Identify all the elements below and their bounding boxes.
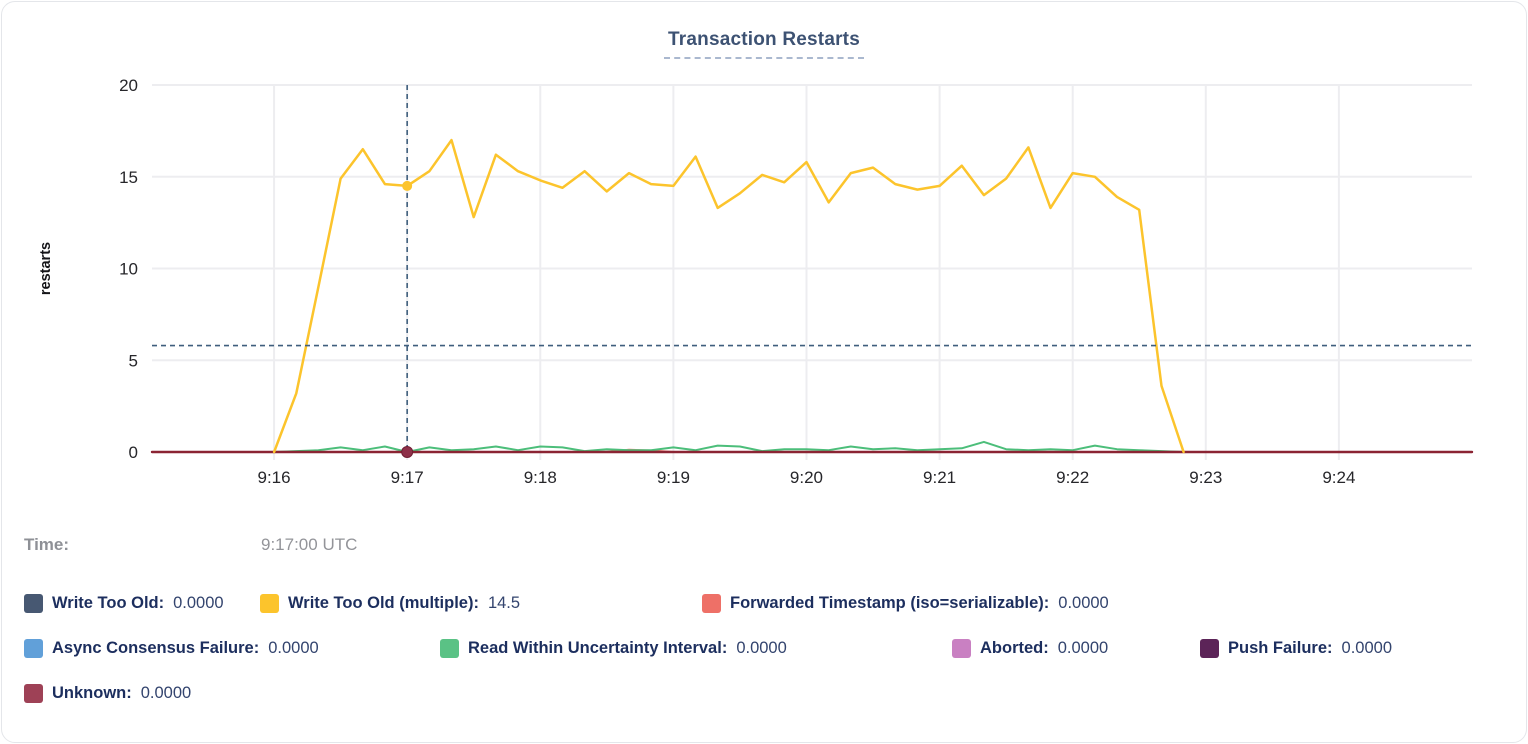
legend-value: 0.0000 xyxy=(1058,593,1109,612)
time-value: 9:17:00 UTC xyxy=(261,535,358,554)
legend-label: Write Too Old: xyxy=(52,593,165,612)
legend-label: Forwarded Timestamp (iso=serializable): xyxy=(730,593,1050,612)
legend-value: 14.5 xyxy=(487,593,521,612)
x-tick-label: 9:19 xyxy=(657,468,690,487)
legend-item-aborted: Aborted: 0.0000 xyxy=(952,637,1108,659)
x-tick-label: 9:24 xyxy=(1322,468,1355,487)
legend-value: 0.0000 xyxy=(1057,638,1109,657)
legend-value: 0.0000 xyxy=(140,683,192,702)
legend-swatch-read-within-uncertainty-interval xyxy=(440,638,459,658)
legend-item-unknown: Unknown: 0.0000 xyxy=(24,682,191,704)
legend-item-forwarded-timestamp: Forwarded Timestamp (iso=serializable): … xyxy=(702,592,1109,614)
legend-item-read-within-uncertainty-interval: Read Within Uncertainty Interval: 0.0000 xyxy=(440,637,787,659)
legend-item-write-too-old-multiple: Write Too Old (multiple): 14.5 xyxy=(260,592,520,614)
x-tick-label: 9:22 xyxy=(1056,468,1089,487)
legend-item-write-too-old: Write Too Old: 0.0000 xyxy=(24,592,224,614)
x-tick-label: 9:18 xyxy=(524,468,557,487)
legend-value: 0.0000 xyxy=(268,638,319,657)
x-tick-label: 9:21 xyxy=(923,468,956,487)
y-tick-label: 0 xyxy=(129,443,138,462)
chart-title-text[interactable]: Transaction Restarts xyxy=(664,29,864,59)
legend-row-3: Unknown: 0.0000 xyxy=(2,682,1526,706)
transaction-restarts-chart[interactable]: 0 5 10 15 20 9:16 9:17 9:18 9:19 9:20 9:21 9:22 9:23… xyxy=(2,2,1527,522)
y-axis-label: restarts xyxy=(38,242,54,295)
legend-label: Write Too Old (multiple): xyxy=(288,593,479,612)
y-tick-label: 5 xyxy=(129,351,138,370)
legend-swatch-push-failure xyxy=(1200,638,1219,658)
legend-row-2: Async Consensus Failure: 0.0000 Read Wit… xyxy=(2,637,1526,661)
legend-item-async-consensus-failure: Async Consensus Failure: 0.0000 xyxy=(24,637,319,659)
legend-swatch-unknown xyxy=(24,683,43,703)
legend-value: 0.0000 xyxy=(173,593,224,612)
hover-dot-write-too-old-multiple- xyxy=(402,180,413,191)
legend-label: Read Within Uncertainty Interval: xyxy=(468,638,728,657)
series-line-read-within-uncertainty-interval xyxy=(273,440,1185,453)
legend-value: 0.0000 xyxy=(1341,638,1392,657)
series-line-write-too-old-multiple xyxy=(272,138,1185,454)
hover-time-row: Time: 9:17:00 UTC xyxy=(2,535,1526,559)
time-label: Time: xyxy=(24,535,70,554)
x-tick-label: 9:16 xyxy=(258,468,291,487)
legend-swatch-forwarded-timestamp xyxy=(702,593,721,613)
x-tick-label: 9:20 xyxy=(790,468,823,487)
legend-swatch-write-too-old-multiple xyxy=(260,593,279,613)
legend-label: Aborted: xyxy=(980,638,1049,657)
y-tick-label: 20 xyxy=(119,76,138,95)
legend-swatch-async-consensus-failure xyxy=(24,638,43,658)
legend-item-push-failure: Push Failure: 0.0000 xyxy=(1200,637,1392,659)
y-tick-label: 15 xyxy=(119,168,138,187)
hover-dot-unknown xyxy=(401,446,414,458)
legend-row-1: Write Too Old: 0.0000 Write Too Old (mul… xyxy=(2,592,1526,616)
chart-title: Transaction Restarts xyxy=(2,29,1526,59)
legend-swatch-write-too-old xyxy=(24,593,43,613)
x-tick-label: 9:23 xyxy=(1189,468,1222,487)
y-tick-label: 10 xyxy=(119,260,138,279)
x-tick-label: 9:17 xyxy=(391,468,424,487)
legend-label: Async Consensus Failure: xyxy=(52,638,260,657)
legend-swatch-aborted xyxy=(952,638,971,658)
legend-label: Push Failure: xyxy=(1228,638,1333,657)
legend-value: 0.0000 xyxy=(736,638,787,657)
legend-label: Unknown: xyxy=(52,683,132,702)
